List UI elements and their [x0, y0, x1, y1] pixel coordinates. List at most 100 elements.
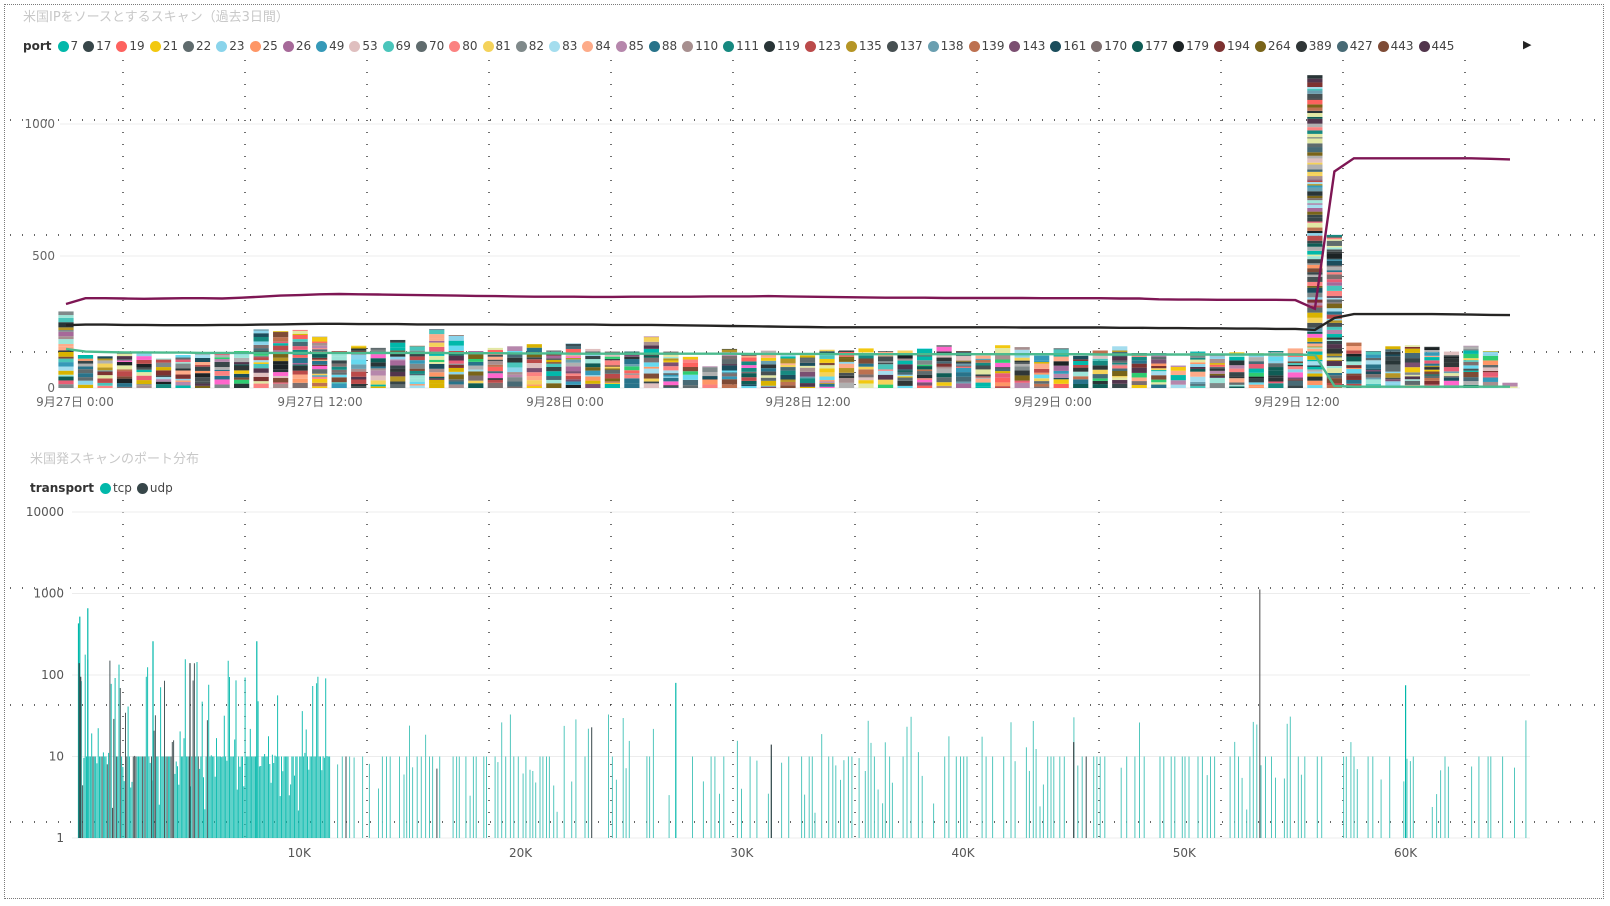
legend-swatch — [1377, 40, 1389, 52]
legend-item-port-264[interactable]: 264 — [1254, 39, 1291, 53]
bar-segment — [604, 378, 620, 382]
legend-item-port-81[interactable]: 81 — [482, 39, 511, 53]
bar-segment — [838, 361, 855, 364]
legend-swatch — [83, 40, 95, 52]
bar-segment — [1112, 380, 1128, 384]
bar-segment — [487, 354, 503, 357]
bar-segment — [1112, 356, 1128, 361]
bar-segment — [1482, 364, 1499, 368]
bar-segment — [1092, 378, 1108, 381]
bar-segment — [1014, 366, 1030, 371]
bar-segment — [819, 380, 835, 382]
legend-item-port-194[interactable]: 194 — [1213, 39, 1250, 53]
bar-segment — [234, 365, 250, 371]
bar-segment — [526, 380, 542, 385]
bar-segment — [585, 375, 601, 377]
bar-segment — [1326, 303, 1342, 309]
bar-segment — [214, 379, 230, 385]
legend-item-port-26[interactable]: 26 — [282, 39, 311, 53]
bar-segment — [624, 378, 640, 384]
legend-item-port-123[interactable]: 123 — [804, 39, 841, 53]
bar-segment — [565, 379, 581, 382]
bar-segment — [487, 378, 503, 380]
legend-item-port-389[interactable]: 389 — [1295, 39, 1332, 53]
legend-item-port-84[interactable]: 84 — [582, 39, 611, 53]
bar-segment — [390, 384, 406, 388]
bar-segment — [995, 368, 1011, 372]
bar-segment — [956, 351, 972, 352]
legend-item-port-445[interactable]: 445 — [1418, 39, 1454, 53]
legend-item-port-170[interactable]: 170 — [1091, 39, 1127, 53]
bar-segment — [292, 329, 308, 331]
legend-item-port-137[interactable]: 137 — [886, 39, 923, 53]
bar-segment — [1014, 363, 1030, 367]
legend-item-port-143[interactable]: 143 — [1009, 39, 1045, 53]
legend-item-udp[interactable]: udp — [136, 481, 173, 495]
legend-title: port — [23, 39, 52, 53]
bar-segment — [1248, 361, 1264, 365]
bar-segment — [1307, 359, 1323, 362]
legend-item-port-7[interactable]: 7 — [57, 39, 78, 53]
legend-item-port-139[interactable]: 139 — [968, 39, 1004, 53]
bar-segment — [1307, 152, 1323, 156]
legend-item-port-88[interactable]: 88 — [648, 39, 677, 53]
legend-item-port-82[interactable]: 82 — [515, 39, 544, 53]
legend-item-port-17[interactable]: 17 — [83, 39, 111, 53]
bar-segment — [897, 380, 913, 386]
legend-item-tcp[interactable]: tcp — [99, 481, 132, 495]
bar-segment — [214, 357, 230, 360]
triangle-right-icon[interactable]: ▶ — [1523, 38, 1532, 51]
legend-item-port-80[interactable]: 80 — [449, 39, 478, 53]
legend-item-port-53[interactable]: 53 — [349, 39, 378, 53]
legend-item-port-19[interactable]: 19 — [116, 39, 145, 53]
legend-item-port-179[interactable]: 179 — [1173, 39, 1209, 53]
bar-segment — [916, 374, 933, 379]
legend-item-port-119[interactable]: 119 — [764, 39, 800, 53]
bar-stack — [1404, 345, 1421, 388]
bar-stack — [1014, 347, 1030, 388]
legend-label: 179 — [1186, 39, 1209, 53]
legend-item-port-83[interactable]: 83 — [549, 39, 577, 53]
legend-item-port-177[interactable]: 177 — [1132, 39, 1168, 53]
legend-item-port-443[interactable]: 443 — [1377, 39, 1414, 53]
legend-item-port-21[interactable]: 21 — [149, 39, 178, 53]
bar-segment — [1326, 266, 1342, 271]
bar-segment — [1287, 348, 1303, 354]
legend-item-port-85[interactable]: 85 — [615, 39, 644, 53]
legend-item-port-161[interactable]: 161 — [1050, 39, 1086, 53]
bar-segment — [214, 367, 230, 370]
bar-segment — [682, 379, 699, 386]
bar-segment — [1326, 372, 1342, 376]
bar-segment — [1326, 297, 1342, 300]
legend-item-port-427[interactable]: 427 — [1336, 39, 1373, 53]
bar-segment — [877, 374, 894, 380]
legend-item-port-22[interactable]: 22 — [182, 39, 211, 53]
legend-label: 53 — [362, 39, 378, 53]
bar-segment — [897, 364, 913, 370]
bar-segment — [760, 350, 777, 353]
legend-item-port-135[interactable]: 135 — [845, 39, 882, 53]
histogram-bars — [77, 589, 1527, 838]
bar-segment — [780, 356, 796, 359]
legend-item-port-70[interactable]: 70 — [415, 39, 444, 53]
bar-segment — [546, 359, 562, 363]
legend-item-port-49[interactable]: 49 — [316, 39, 344, 53]
bar-segment — [429, 378, 445, 380]
legend-item-port-69[interactable]: 69 — [382, 39, 411, 53]
bar-segment — [1482, 351, 1499, 352]
bar-segment — [1307, 259, 1323, 264]
bar-segment — [1190, 371, 1206, 377]
legend-item-port-138[interactable]: 138 — [927, 39, 964, 53]
bar-segment — [760, 352, 777, 358]
bar-segment — [1131, 356, 1147, 361]
legend-item-port-25[interactable]: 25 — [249, 39, 278, 53]
legend-item-port-111[interactable]: 111 — [723, 39, 759, 53]
legend-item-port-110[interactable]: 110 — [682, 39, 718, 53]
bar-segment — [663, 360, 679, 363]
bar-segment — [1326, 274, 1342, 280]
bar-segment — [175, 380, 191, 382]
bar-segment — [1307, 287, 1323, 293]
legend-item-port-23[interactable]: 23 — [216, 39, 245, 53]
bar-segment — [1151, 365, 1167, 369]
bar-stack — [760, 350, 777, 388]
